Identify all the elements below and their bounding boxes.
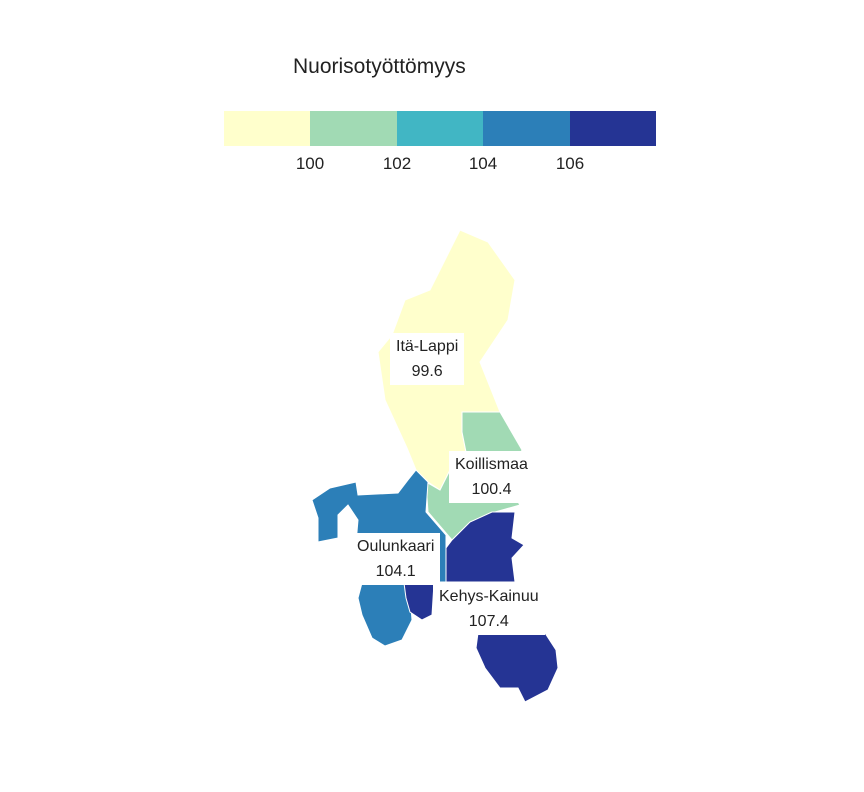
region-value: 107.4 <box>468 613 509 630</box>
legend-swatch-5 <box>569 111 657 146</box>
region-name: Oulunkaari <box>357 538 435 555</box>
region-value: 104.1 <box>375 563 416 580</box>
legend-tick-106: 106 <box>555 154 585 173</box>
region-name: Itä-Lappi <box>396 338 459 355</box>
legend-tick-104: 104 <box>468 154 498 173</box>
legend-swatch-2 <box>310 111 397 146</box>
region-name: Kehys-Kainuu <box>439 588 539 605</box>
region-value: 99.6 <box>411 363 443 380</box>
region-label-koillismaa: Koillismaa 100.4 <box>449 451 534 503</box>
legend-tick-100: 100 <box>295 154 325 173</box>
region-label-ita-lappi: Itä-Lappi 99.6 <box>390 333 465 385</box>
color-legend <box>224 111 657 146</box>
region-value: 100.4 <box>471 481 512 498</box>
region-label-kehys-kainuu: Kehys-Kainuu 107.4 <box>433 583 545 635</box>
region-oulunkaari-south[interactable] <box>357 582 413 647</box>
legend-title: Nuorisotyöttömyys <box>293 55 466 78</box>
legend-tick-102: 102 <box>382 154 412 173</box>
legend-swatch-4 <box>483 111 570 146</box>
region-kehys-kainuu-south[interactable] <box>475 632 559 703</box>
region-name: Koillismaa <box>455 456 528 473</box>
legend-swatch-3 <box>396 111 484 146</box>
region-kehys-kainuu[interactable] <box>445 511 525 583</box>
legend-swatch-1 <box>224 111 311 146</box>
region-label-oulunkaari: Oulunkaari 104.1 <box>351 533 441 585</box>
